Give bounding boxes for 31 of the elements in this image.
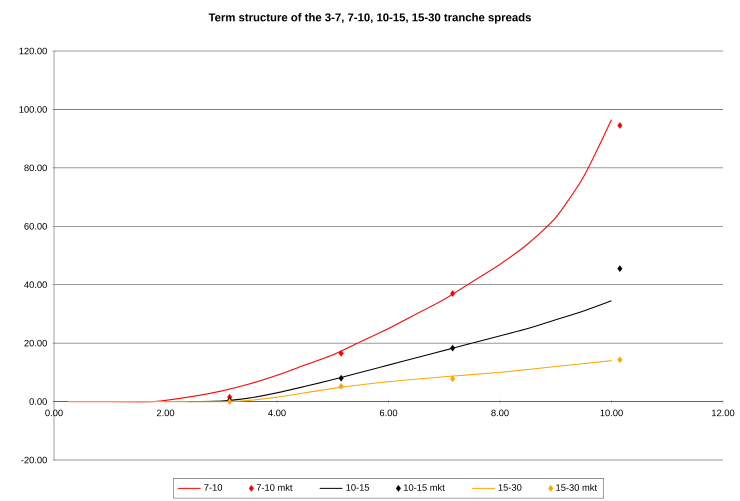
legend-label: 15-30 [498,484,522,491]
x-tick-label: 12.00 [712,410,734,416]
point [450,344,456,352]
x-tick-label: 6.00 [380,410,398,416]
legend-label: 15-30 mkt [556,484,597,491]
y-tick-label: 60.00 [24,222,47,230]
x-tick-label: 0.00 [45,410,63,416]
y-tick-label: -20.00 [21,456,47,464]
point [450,290,456,297]
y-tick-label: 20.00 [24,340,47,346]
y-tick-label: 100.00 [19,106,47,113]
point [338,350,344,357]
legend-label: 7-10 mkt [256,484,292,491]
x-tick-label: 4.00 [268,410,286,416]
legend-label: 10-15 [346,484,370,491]
point [450,376,456,382]
y-tick-label: 0.00 [29,398,47,405]
x-tick-label: 2.00 [156,410,174,416]
x-tick-label: 8.00 [491,410,509,416]
point [338,383,344,390]
y-tick-label: 80.00 [24,164,47,172]
chart-title: Term structure of the 3-7, 7-10, 10-15, 15-30 tranche spreads [208,13,531,24]
y-tick-label: 40.00 [24,281,47,288]
y-tick-label: 120.00 [19,48,47,54]
point [617,122,622,129]
legend-label: 10-15 mkt [404,484,445,491]
x-tick-label: 10.00 [600,410,623,416]
point [338,375,344,382]
point [617,356,622,363]
legend-label: 7-10 [204,484,222,491]
point [617,265,622,272]
